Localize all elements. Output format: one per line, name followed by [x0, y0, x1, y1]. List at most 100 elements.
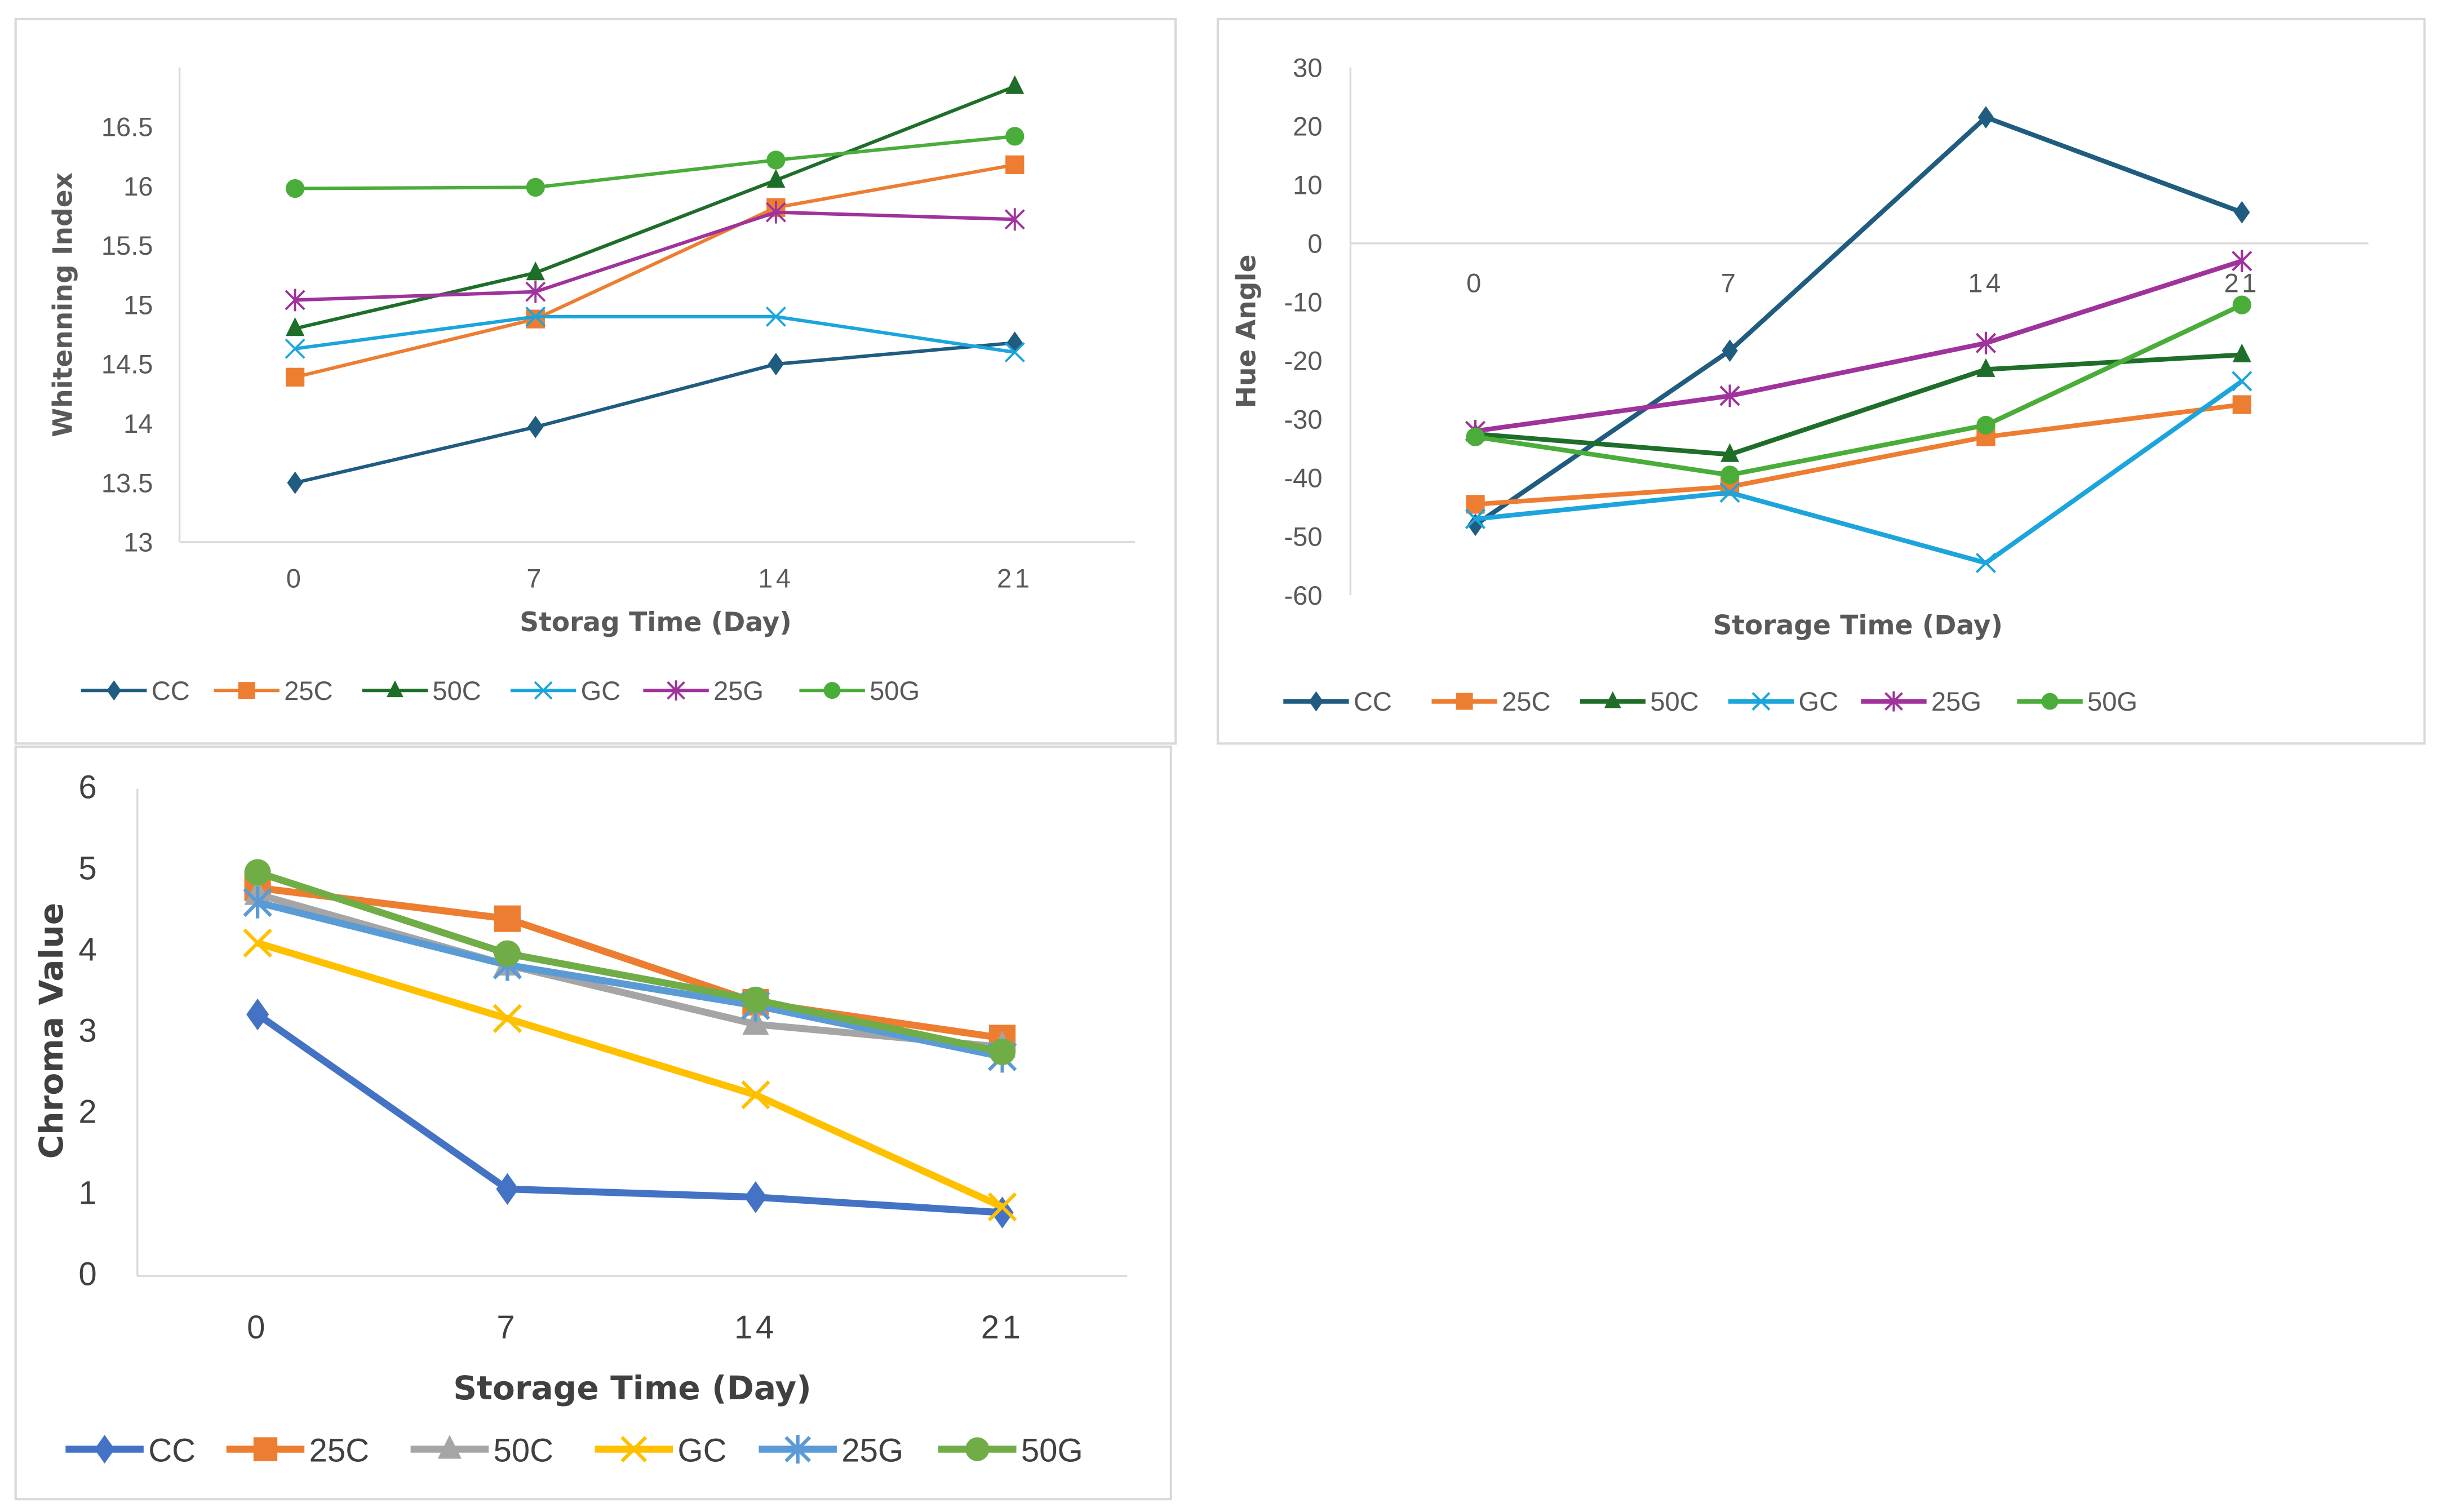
- series-GC: [1465, 371, 2252, 574]
- y-tick-label: 13: [123, 527, 153, 557]
- series-50G: [1466, 295, 2251, 485]
- series-line-25G: [295, 210, 1015, 302]
- data-point-50G: [494, 940, 521, 967]
- data-point-25C: [285, 367, 305, 387]
- data-point-25G: [765, 201, 786, 224]
- data-point-CC: [287, 471, 303, 494]
- data-point-GC: [525, 306, 546, 327]
- legend-marker-CC: [94, 1435, 115, 1464]
- legend-item-GC: GC: [1728, 686, 1838, 716]
- legend-item-25G: 25G: [759, 1433, 903, 1469]
- x-tick-label: 21: [2224, 268, 2260, 298]
- series-GC: [243, 928, 1017, 1222]
- y-tick-label: 0: [78, 1256, 96, 1293]
- data-point-25G: [525, 280, 546, 303]
- series-25G: [285, 201, 1025, 312]
- y-tick-label: 6: [78, 769, 96, 805]
- legend-label: 25G: [1931, 686, 1981, 716]
- data-point-GC: [741, 1080, 770, 1110]
- series-line-50C: [294, 85, 1015, 330]
- data-point-GC: [1719, 482, 1740, 503]
- y-tick-label: 15: [123, 290, 153, 320]
- data-point-50G: [285, 179, 305, 198]
- data-point-CC: [991, 1196, 1014, 1229]
- legend-marker-25G: [784, 1435, 811, 1464]
- y-axis-title: Chroma Value: [32, 903, 70, 1159]
- legend-marker-CC: [1309, 691, 1324, 712]
- y-tick-label: -30: [1284, 405, 1322, 434]
- y-tick-label: -40: [1284, 463, 1322, 493]
- x-tick-label: 21: [981, 1309, 1024, 1346]
- data-point-25G: [1975, 331, 1997, 354]
- legend-marker-25C: [238, 682, 255, 699]
- legend-item-CC: CC: [1283, 686, 1392, 716]
- data-point-25C: [2232, 395, 2251, 414]
- data-point-50G: [766, 150, 786, 170]
- y-tick-label: 1: [78, 1175, 96, 1212]
- legend-label: CC: [1354, 686, 1392, 716]
- series-line-50G: [1475, 303, 2243, 478]
- x-axis-title: Storag Time (Day): [520, 607, 792, 638]
- legend-item-50G: 50G: [799, 676, 920, 706]
- data-point-25G: [1719, 384, 1740, 407]
- data-point-CC: [1977, 106, 1994, 129]
- data-point-50G: [1976, 415, 1995, 435]
- y-tick-label: 3: [78, 1012, 96, 1049]
- y-tick-label: 4: [78, 931, 96, 968]
- legend-marker-50C: [386, 680, 403, 698]
- data-point-CC: [496, 1173, 519, 1205]
- x-axis-title: Storage Time (Day): [1713, 610, 2003, 641]
- data-point-25G: [243, 886, 272, 919]
- legend-marker-GC: [1751, 692, 1771, 711]
- series-line-25G: [1475, 259, 2243, 433]
- legend-label: 50C: [493, 1433, 553, 1469]
- legend-item-CC: CC: [65, 1433, 196, 1469]
- x-tick-label: 0: [1466, 268, 1484, 298]
- legend-label: GC: [581, 676, 621, 706]
- x-tick-label: 21: [997, 563, 1032, 593]
- legend-item-25C: 25C: [226, 1433, 370, 1469]
- data-point-25G: [2232, 250, 2252, 273]
- data-point-50G: [1005, 127, 1025, 146]
- legend-label: 50C: [432, 676, 481, 706]
- series-CC: [246, 998, 1014, 1229]
- data-point-GC: [765, 306, 786, 327]
- y-tick-label: 15.5: [101, 230, 153, 260]
- data-point-50G: [989, 1038, 1016, 1065]
- data-point-25C: [1466, 495, 1485, 514]
- legend-marker-50C: [1604, 691, 1621, 708]
- legend-item-50C: 50C: [362, 676, 481, 706]
- data-point-50C: [1005, 75, 1025, 94]
- chart-hue-angle: -60 -50 -40 -30 -20 -10 0 10 20 30 0 7 14 21 Storage T…: [1231, 52, 2369, 716]
- y-tick-label: 14: [123, 409, 153, 438]
- legend-marker-25C: [1456, 693, 1473, 710]
- series-line-25C: [257, 884, 1003, 1042]
- chart-chroma-value: 0 1 2 3 4 5 6 0 7 14 21 Storage Time (Day) Chroma Va…: [32, 769, 1128, 1469]
- legend-label: CC: [152, 676, 190, 706]
- data-point-GC: [2232, 371, 2252, 392]
- legend-marker-GC: [534, 681, 553, 700]
- legend-label: GC: [1799, 686, 1839, 716]
- series-line-50G: [295, 134, 1015, 190]
- data-point-50G: [1720, 465, 1740, 485]
- y-tick-label: 16.5: [101, 112, 153, 142]
- legend-item-25G: 25G: [643, 676, 764, 706]
- y-tick-label: -50: [1284, 522, 1322, 552]
- data-point-50G: [1466, 427, 1485, 446]
- x-tick-label: 14: [734, 1309, 777, 1346]
- legend-label: 50G: [870, 676, 920, 706]
- y-axis-title: Hue Angle: [1231, 254, 1262, 408]
- legend-item-25G: 25G: [1861, 686, 1981, 716]
- legend-label: 25C: [309, 1433, 370, 1469]
- y-tick-label: 2: [78, 1094, 96, 1130]
- data-point-GC: [987, 1192, 1017, 1222]
- legend-marker-50G: [823, 682, 841, 699]
- series-line-25G: [256, 899, 1003, 1061]
- legend-marker-25G: [667, 680, 685, 701]
- legend-label: 50C: [1650, 686, 1698, 716]
- chart-whitening-index: 13 13.5 14 14.5 15 15.5 16 16.5 0 7 14 21 Storag Tim…: [47, 67, 1136, 706]
- legend-label: 50G: [2087, 686, 2137, 716]
- data-point-25G: [285, 289, 305, 312]
- series-line-25C: [1475, 402, 2242, 507]
